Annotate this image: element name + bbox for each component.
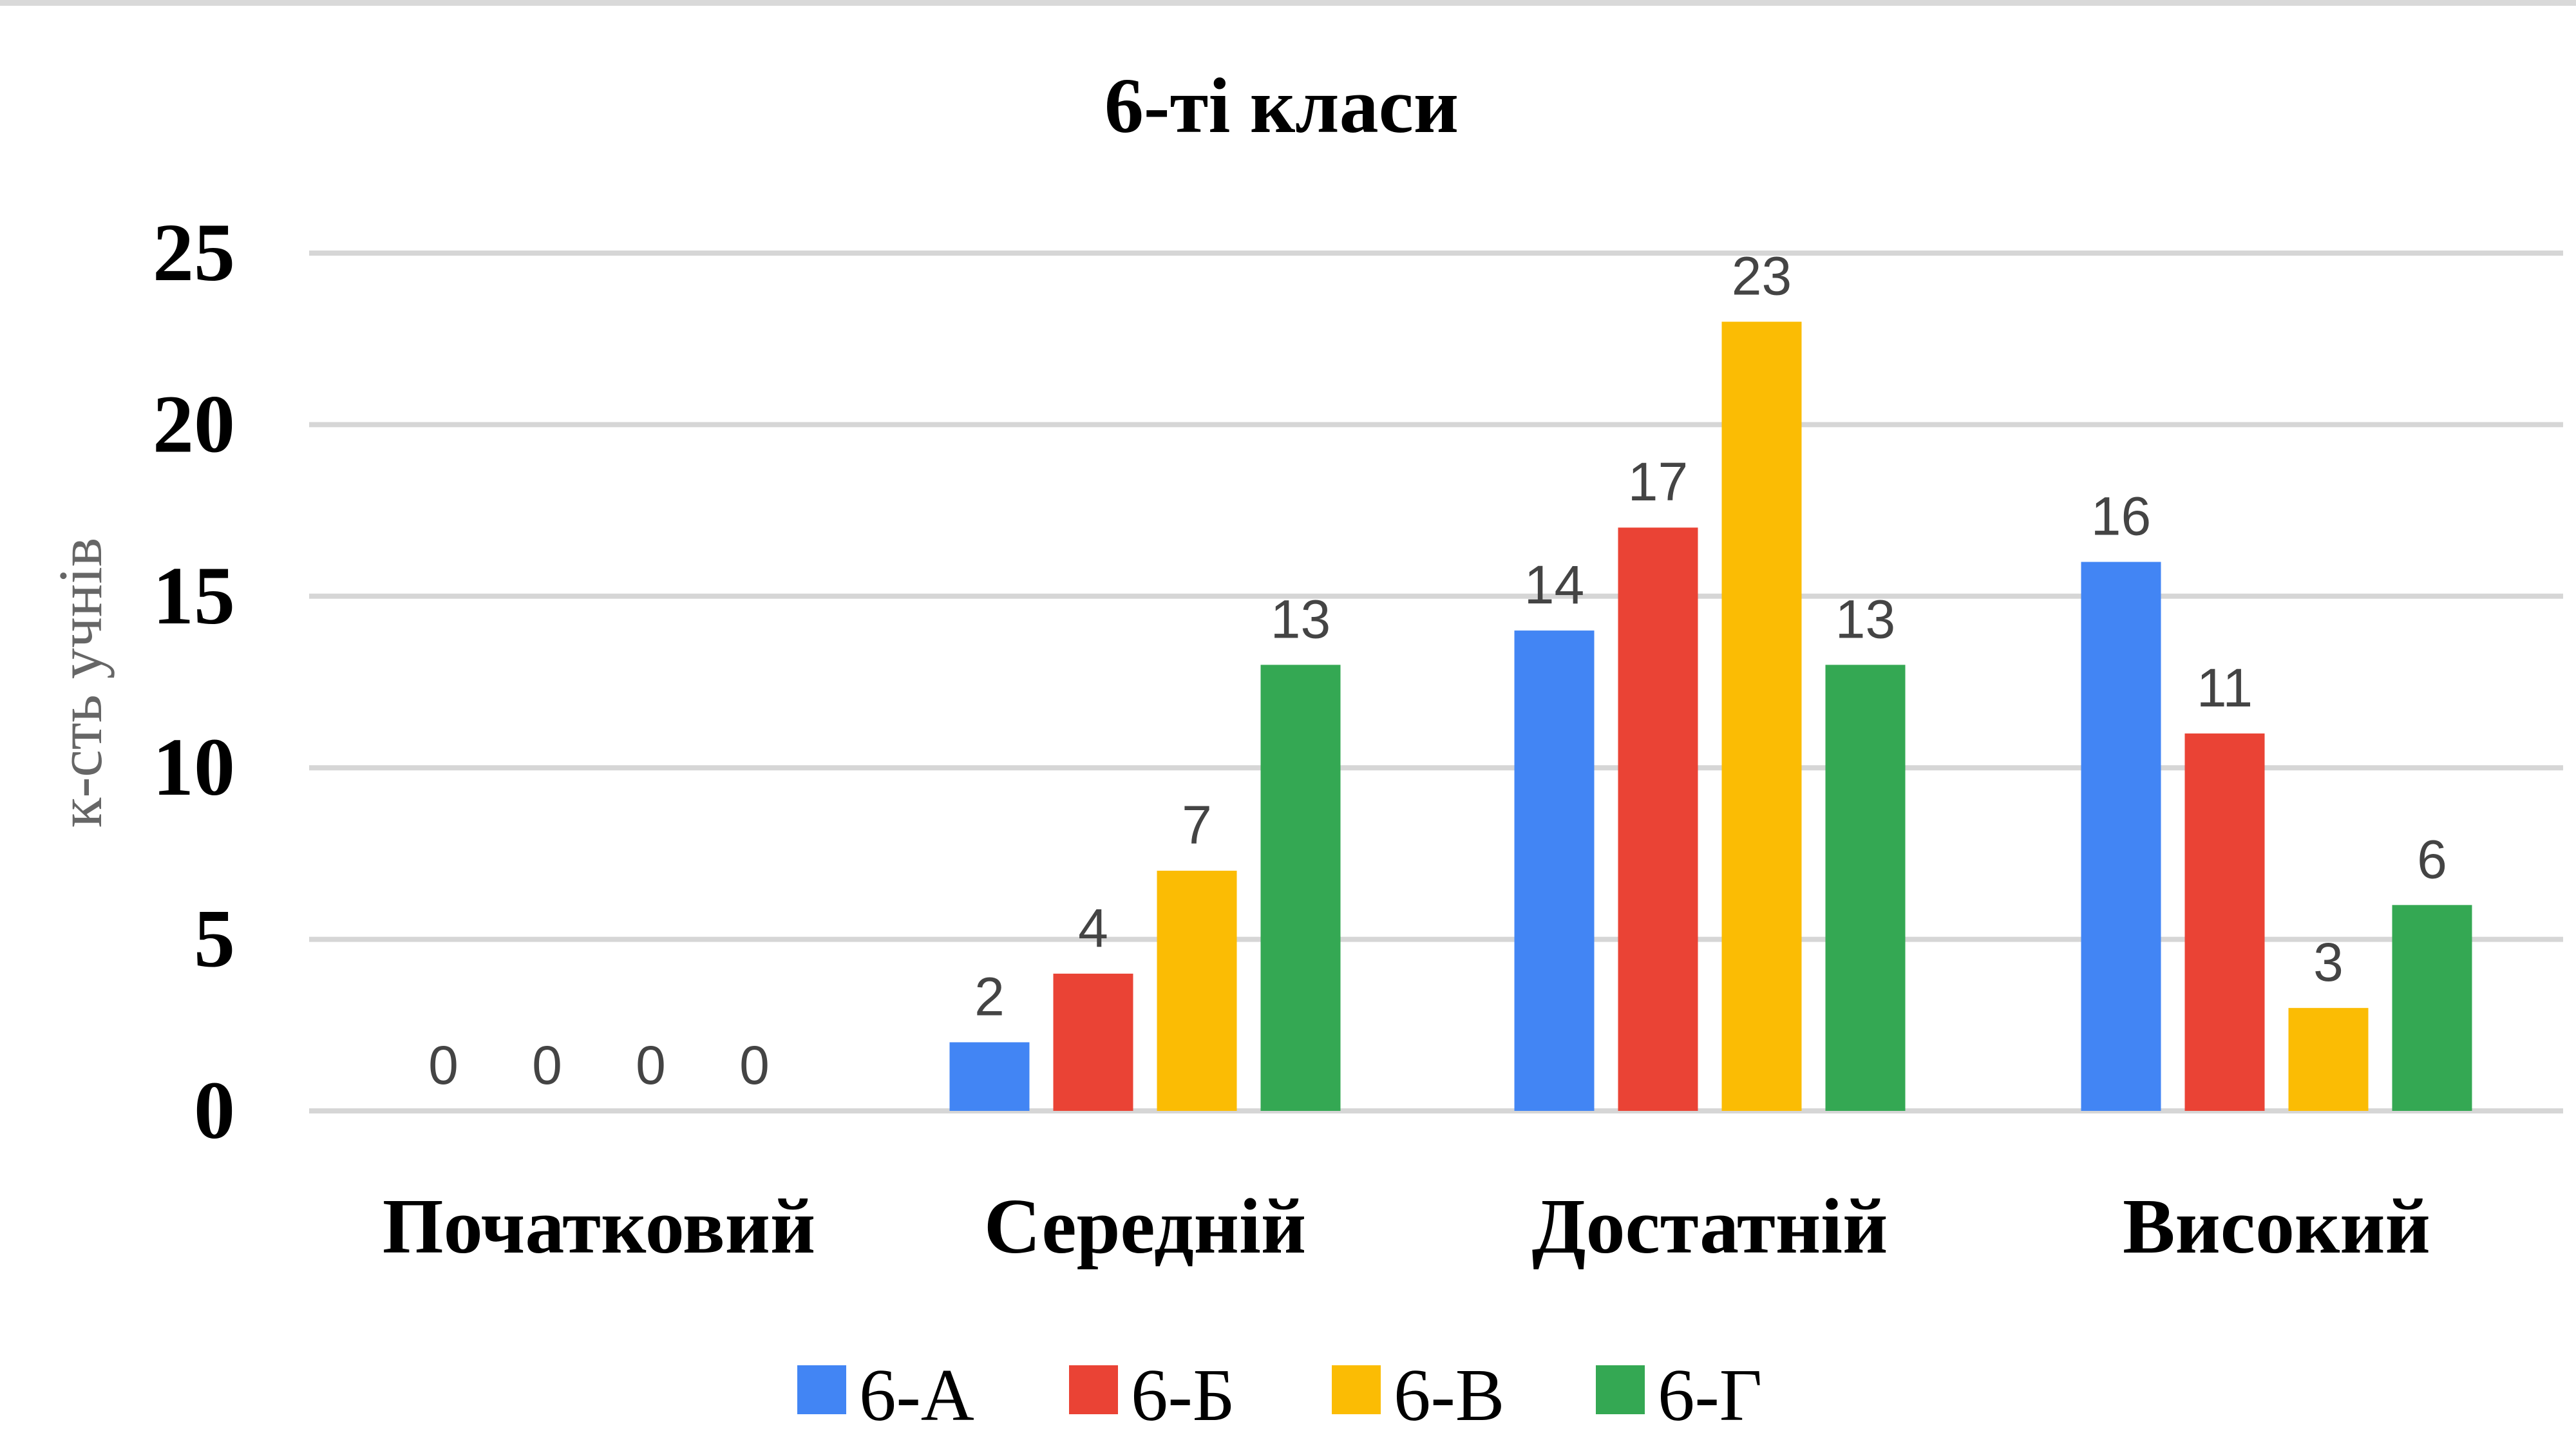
bars xyxy=(949,321,2472,1111)
data-label: 0 xyxy=(739,1035,770,1095)
legend-swatch xyxy=(1596,1365,1645,1414)
x-tick-label: Достатній xyxy=(1532,1183,1888,1270)
bar xyxy=(2081,562,2161,1111)
y-tick-label: 15 xyxy=(153,550,235,641)
y-axis-label: к-сть учнів xyxy=(46,538,115,828)
data-label: 0 xyxy=(428,1035,459,1095)
data-label: 23 xyxy=(1732,246,1792,307)
data-label: 4 xyxy=(1078,898,1108,958)
legend-label: 6-А xyxy=(859,1354,974,1436)
data-label: 17 xyxy=(1628,451,1688,512)
y-tick-label: 0 xyxy=(194,1065,235,1156)
bar xyxy=(1721,321,1802,1111)
data-label: 7 xyxy=(1182,795,1212,855)
y-tick-label: 5 xyxy=(194,893,235,985)
x-tick-label: Середній xyxy=(984,1183,1306,1270)
legend: 6-А 6-Б 6-В 6-Г xyxy=(797,1354,1762,1436)
bar xyxy=(1825,665,1906,1111)
data-label: 6 xyxy=(2417,829,2447,889)
legend-swatch xyxy=(1332,1365,1381,1414)
y-tick-label: 25 xyxy=(153,207,235,298)
legend-label: 6-В xyxy=(1394,1354,1505,1436)
bar xyxy=(2184,733,2265,1111)
data-label: 11 xyxy=(2197,658,2253,718)
data-label: 0 xyxy=(636,1035,666,1095)
legend-label: 6-Г xyxy=(1658,1354,1762,1436)
chart-title: 6-ті класи xyxy=(1104,62,1459,149)
bar xyxy=(1157,871,1237,1111)
bar xyxy=(1260,665,1341,1111)
bar xyxy=(1618,527,1698,1111)
data-label: 13 xyxy=(1271,589,1331,649)
y-axis-ticks: 0 5 10 15 20 25 xyxy=(153,207,235,1156)
bar xyxy=(2392,905,2472,1111)
data-label: 3 xyxy=(2313,932,2344,992)
y-tick-label: 10 xyxy=(153,721,235,813)
data-label: 13 xyxy=(1835,589,1895,649)
x-tick-label: Високий xyxy=(2123,1183,2430,1270)
bar xyxy=(949,1042,1030,1111)
bar xyxy=(1514,630,1595,1111)
legend-swatch xyxy=(1069,1365,1118,1414)
data-labels: 0 0 0 0 2 4 7 13 14 17 23 13 16 11 3 6 xyxy=(428,246,2447,1095)
data-label: 2 xyxy=(974,966,1005,1027)
y-tick-label: 20 xyxy=(153,378,235,469)
gridlines xyxy=(309,251,2563,1113)
x-axis-ticks: Початковий Середній Достатній Високий xyxy=(383,1183,2430,1270)
bar xyxy=(1053,973,1133,1111)
data-label: 14 xyxy=(1524,554,1584,615)
bar xyxy=(2288,1008,2369,1111)
x-tick-label: Початковий xyxy=(383,1183,815,1270)
data-label: 0 xyxy=(532,1035,562,1095)
legend-label: 6-Б xyxy=(1131,1354,1235,1436)
data-label: 16 xyxy=(2091,486,2151,547)
legend-swatch xyxy=(797,1365,846,1414)
